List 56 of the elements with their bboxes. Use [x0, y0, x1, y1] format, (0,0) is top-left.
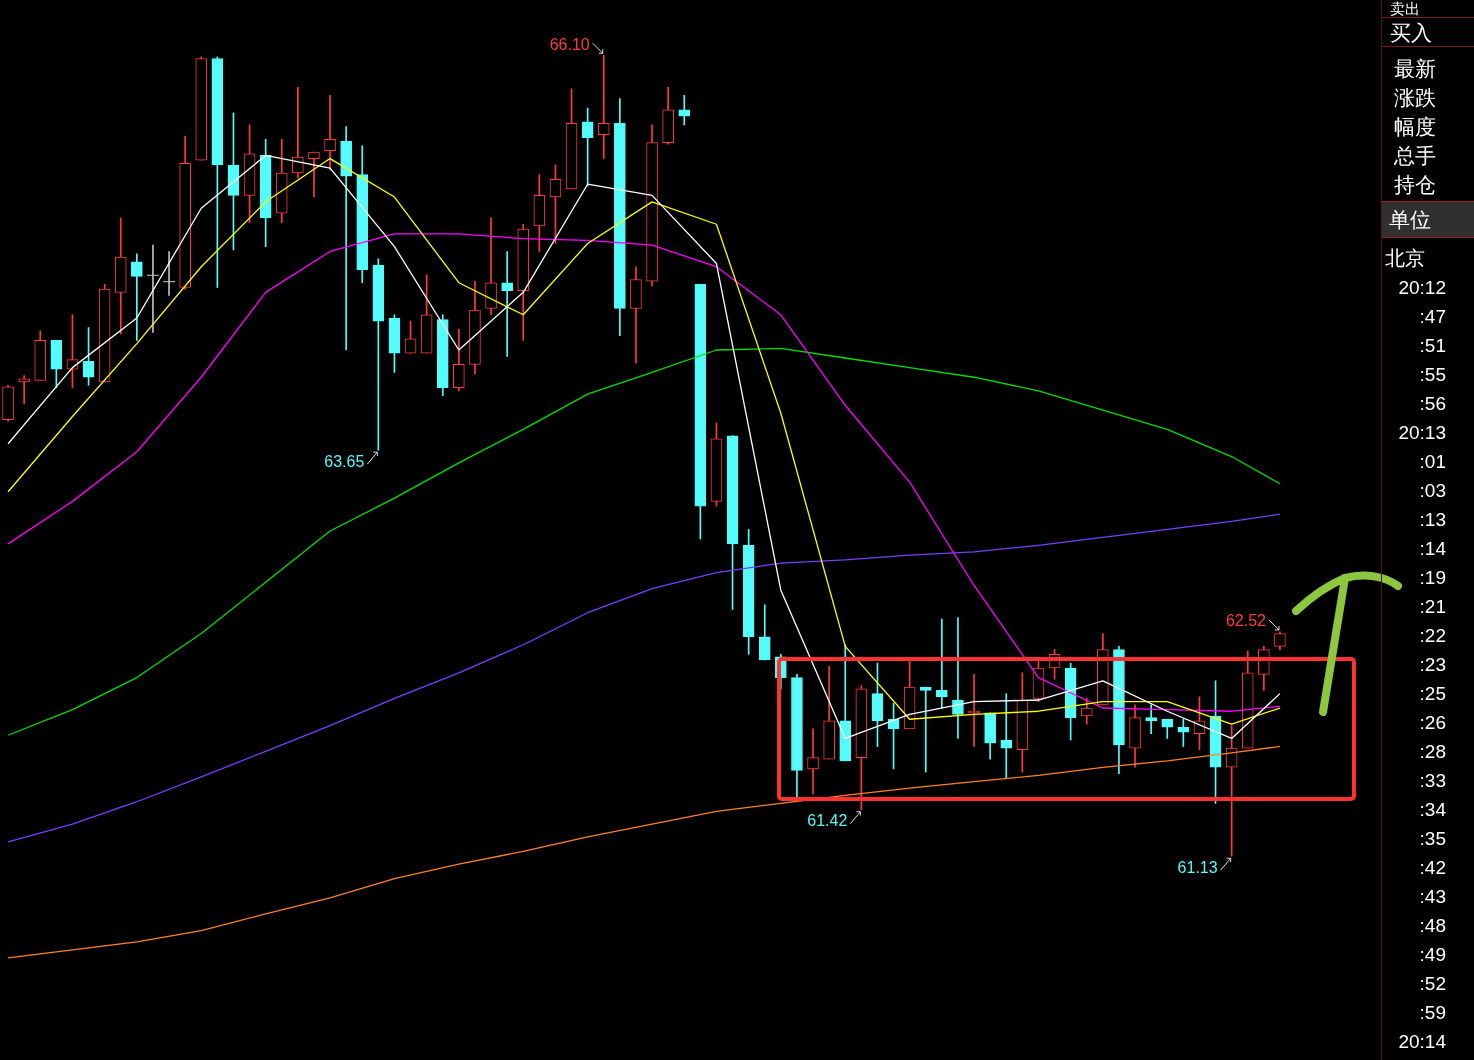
text: 幅度	[1393, 114, 1437, 141]
candlestick	[952, 617, 964, 739]
text: :21	[1418, 595, 1447, 619]
text: 北京	[1384, 245, 1426, 272]
candlestick	[597, 54, 610, 159]
text: :35	[1418, 827, 1447, 851]
text: :28	[1418, 740, 1447, 764]
text: 买入	[1382, 19, 1474, 47]
text: :42	[1418, 856, 1447, 880]
candlestick	[340, 126, 352, 351]
candlestick	[807, 728, 819, 795]
text: 66.10	[549, 35, 590, 53]
text: 持仓	[1393, 172, 1437, 199]
text: :13	[1418, 508, 1447, 532]
text: 61.13	[1177, 858, 1218, 876]
text: :59	[1418, 1001, 1447, 1025]
text: :25	[1418, 682, 1447, 706]
candlestick	[919, 686, 932, 773]
text: :19	[1418, 566, 1447, 590]
text: :23	[1418, 653, 1447, 677]
text: :26	[1418, 711, 1447, 735]
candlestick	[1145, 704, 1157, 734]
text: :22	[1418, 624, 1447, 648]
text: :56	[1418, 392, 1447, 416]
candlestick	[936, 618, 948, 709]
candlestick	[147, 244, 159, 333]
text: 20:13	[1397, 421, 1447, 445]
text: 20:12	[1397, 276, 1447, 300]
candlestick	[1000, 693, 1013, 779]
candlestick	[163, 251, 175, 296]
text: :14	[1418, 537, 1447, 561]
candlestick	[131, 253, 143, 341]
candlestick	[308, 151, 320, 198]
text: :43	[1418, 885, 1447, 909]
text: 总手	[1393, 143, 1437, 170]
text: :47	[1418, 305, 1447, 329]
candlestick	[324, 94, 336, 171]
text: 卖出	[1382, 0, 1474, 18]
text: 62.52	[1225, 612, 1266, 630]
text: 63.65	[324, 452, 365, 470]
text: :51	[1418, 334, 1447, 358]
text: :49	[1418, 943, 1447, 967]
text: 61.42	[807, 812, 848, 830]
text: :34	[1418, 798, 1447, 822]
text: 最新	[1393, 56, 1437, 83]
text: :01	[1418, 450, 1447, 474]
candlestick	[501, 251, 513, 357]
text: :33	[1418, 769, 1447, 793]
text: :52	[1418, 972, 1447, 996]
text: 涨跌	[1393, 85, 1437, 112]
text: :48	[1418, 914, 1447, 938]
text: :55	[1418, 363, 1447, 387]
text: :03	[1418, 479, 1447, 503]
text: 单位	[1382, 201, 1474, 238]
text: 20:14	[1397, 1030, 1447, 1054]
candlestick	[678, 94, 691, 126]
